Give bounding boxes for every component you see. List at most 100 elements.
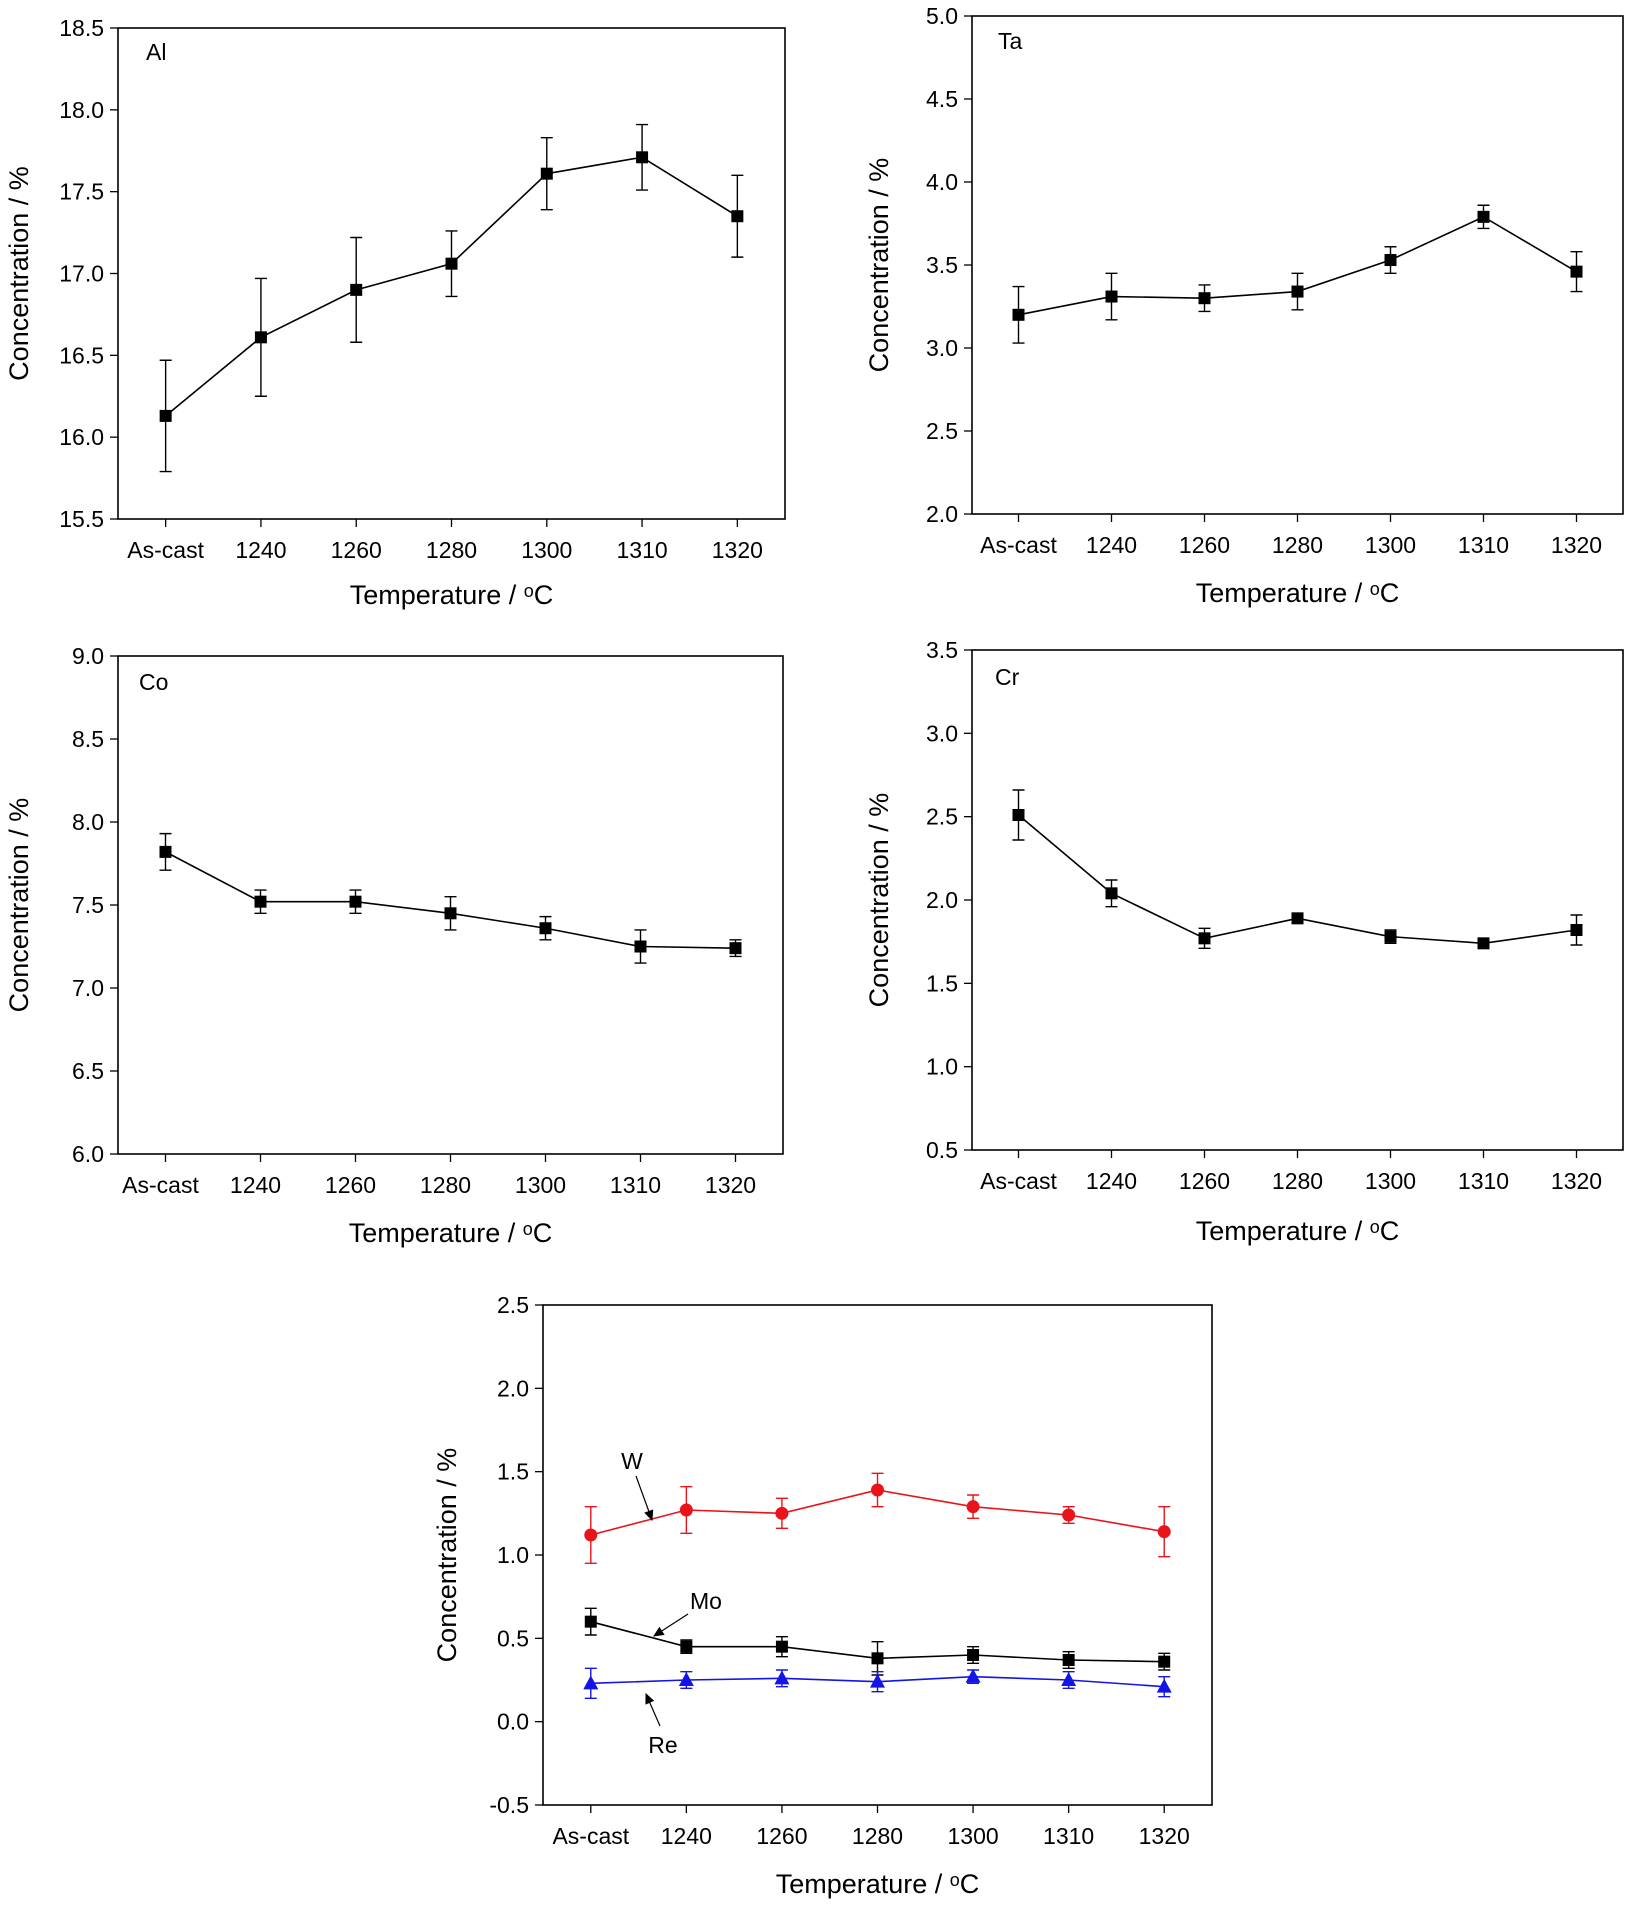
data-point-ta bbox=[1570, 265, 1583, 278]
x-axis-title: Temperature / oC bbox=[349, 1218, 553, 1248]
data-point-w bbox=[871, 1483, 884, 1497]
chart-panel-w-mo-re: -0.5 0.0 0.5 1.0 1.5 2.0 2.5 As-cast 1240 1260 128… bbox=[432, 1292, 1213, 1899]
data-point-re bbox=[1061, 1672, 1077, 1686]
y-tick-label: 8.0 bbox=[72, 809, 104, 835]
y-tick-label: 1.0 bbox=[497, 1542, 529, 1568]
x-axis-title: Temperature / oC bbox=[1196, 578, 1400, 608]
chart-panel-cr: 0.5 1.0 1.5 2.0 2.5 3.0 3.5 As-cast 1240 1260 1280… bbox=[864, 637, 1624, 1246]
data-point-cr bbox=[1198, 932, 1211, 945]
data-point-ta bbox=[1198, 292, 1211, 305]
data-point-re bbox=[583, 1675, 599, 1690]
annotation-arrow-re bbox=[645, 1692, 661, 1727]
x-axis-title: Temperature / oC bbox=[776, 1869, 980, 1899]
annotation-arrow-w bbox=[635, 1475, 654, 1522]
x-tick-label: 1320 bbox=[1551, 532, 1602, 558]
y-tick-label: 0.0 bbox=[497, 1709, 529, 1735]
y-tick-label: 9.0 bbox=[72, 643, 104, 669]
y-tick-label: 7.5 bbox=[72, 892, 104, 918]
panel-label: Co bbox=[139, 669, 168, 695]
y-tick-label: 6.0 bbox=[72, 1141, 104, 1167]
x-tick-label: 1260 bbox=[756, 1823, 807, 1849]
y-tick-label: 17.5 bbox=[59, 179, 104, 205]
x-tick-label: 1310 bbox=[610, 1172, 661, 1198]
x-tick-label: 1240 bbox=[661, 1823, 712, 1849]
y-tick-label: 3.5 bbox=[926, 252, 958, 278]
y-tick-label: 2.5 bbox=[926, 418, 958, 444]
y-tick-label: 2.0 bbox=[497, 1375, 529, 1401]
x-tick-label: 1280 bbox=[852, 1823, 903, 1849]
x-tick-label: 1320 bbox=[705, 1172, 756, 1198]
data-point-mo bbox=[871, 1652, 884, 1665]
y-tick-label: 18.0 bbox=[59, 97, 104, 123]
data-point-mo bbox=[967, 1649, 980, 1661]
y-tick-label: 17.0 bbox=[59, 261, 104, 287]
chart-panel-al: 15.5 16.0 16.5 17.0 17.5 18.0 18.5 As-cast 1240 1… bbox=[4, 15, 786, 610]
series-annotation-re: Re bbox=[648, 1732, 677, 1758]
plot-frame bbox=[971, 15, 1624, 515]
data-point-co bbox=[444, 907, 457, 920]
data-point-w bbox=[584, 1528, 598, 1542]
y-tick-label: 16.5 bbox=[59, 342, 104, 368]
y-tick-label: 2.0 bbox=[926, 501, 958, 527]
y-tick-label: 7.0 bbox=[72, 975, 104, 1001]
x-tick-label: 1320 bbox=[1551, 1168, 1602, 1194]
x-tick-label: 1260 bbox=[1179, 532, 1230, 558]
x-tick-label: 1310 bbox=[1043, 1823, 1094, 1849]
annotation-arrow-mo bbox=[652, 1613, 689, 1637]
x-axis-title: Temperature / oC bbox=[350, 580, 554, 610]
y-tick-label: 15.5 bbox=[59, 506, 104, 532]
data-point-co bbox=[634, 940, 647, 953]
x-tick-label: 1240 bbox=[1086, 532, 1137, 558]
series-annotation-mo: Mo bbox=[690, 1588, 722, 1614]
data-point-w bbox=[1157, 1525, 1171, 1539]
data-point-al bbox=[254, 331, 267, 344]
data-point-co bbox=[729, 942, 742, 955]
data-point-co bbox=[159, 845, 172, 858]
y-tick-label: 3.0 bbox=[926, 720, 958, 746]
data-point-mo bbox=[1158, 1655, 1171, 1668]
panel-label: Cr bbox=[995, 664, 1020, 690]
x-tick-label: 1300 bbox=[515, 1172, 566, 1198]
y-tick-label: 5.0 bbox=[926, 3, 958, 29]
y-tick-label: -0.5 bbox=[489, 1792, 529, 1818]
x-tick-label: 1310 bbox=[616, 537, 667, 563]
y-axis-title: Concentration / % bbox=[864, 793, 894, 1008]
x-axis-title: Temperature / oC bbox=[1196, 1216, 1400, 1246]
y-tick-label: 8.5 bbox=[72, 726, 104, 752]
x-tick-label: 1260 bbox=[325, 1172, 376, 1198]
chart-panel-co: 6.0 6.5 7.0 7.5 8.0 8.5 9.0 As-cast 1240 1260 1280… bbox=[4, 643, 784, 1248]
chart-panel-ta: 2.0 2.5 3.0 3.5 4.0 4.5 5.0 As-cast 1240 1260 1280… bbox=[864, 3, 1624, 608]
data-point-w bbox=[679, 1503, 693, 1517]
y-tick-label: 1.5 bbox=[926, 970, 958, 996]
y-tick-label: 4.5 bbox=[926, 86, 958, 112]
data-point-ta bbox=[1291, 285, 1304, 298]
data-point-ta bbox=[1012, 308, 1025, 321]
x-tick-label: 1300 bbox=[1365, 532, 1416, 558]
y-tick-label: 4.0 bbox=[926, 169, 958, 195]
data-point-al bbox=[159, 409, 172, 422]
y-tick-label: 3.0 bbox=[926, 335, 958, 361]
y-tick-label: 2.5 bbox=[497, 1292, 529, 1318]
data-point-mo bbox=[775, 1640, 788, 1653]
data-point-w bbox=[966, 1500, 980, 1514]
data-point-re bbox=[965, 1668, 981, 1683]
data-point-re bbox=[870, 1673, 885, 1688]
data-point-cr bbox=[1105, 887, 1118, 900]
panel-label: Ta bbox=[998, 28, 1023, 54]
data-point-co bbox=[349, 895, 362, 908]
data-point-re bbox=[774, 1670, 790, 1685]
x-tick-label: 1260 bbox=[331, 537, 382, 563]
x-tick-label: 1240 bbox=[230, 1172, 281, 1198]
data-point-cr bbox=[1291, 912, 1304, 925]
data-point-re bbox=[678, 1672, 694, 1686]
x-tick-label: 1300 bbox=[521, 537, 572, 563]
x-tick-label: 1280 bbox=[420, 1172, 471, 1198]
data-point-mo bbox=[680, 1640, 693, 1653]
y-axis-title: Concentration / % bbox=[432, 1448, 462, 1663]
data-point-ta bbox=[1477, 210, 1490, 223]
data-point-cr bbox=[1477, 937, 1490, 950]
y-tick-label: 16.0 bbox=[59, 424, 104, 450]
x-tick-label: 1280 bbox=[1272, 1168, 1323, 1194]
series-annotation-w: W bbox=[621, 1448, 643, 1474]
